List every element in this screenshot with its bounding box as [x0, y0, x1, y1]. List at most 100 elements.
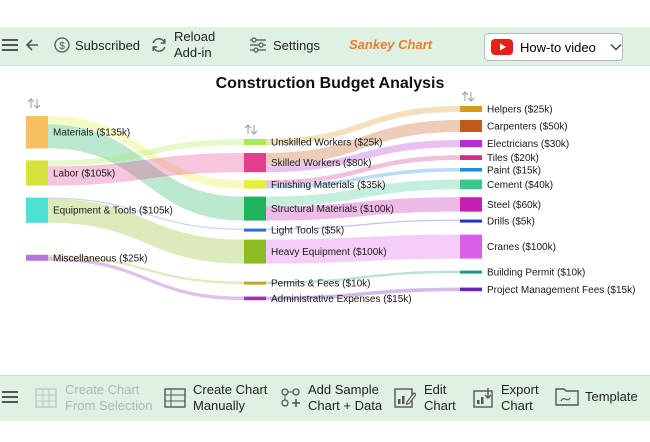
node-pmfees[interactable]: [460, 287, 482, 292]
template-label: Template: [585, 388, 638, 404]
settings-button[interactable]: Settings: [249, 37, 320, 53]
sliders-icon: [250, 37, 266, 53]
link-structural-steel[interactable]: [266, 197, 460, 221]
node-label-materials: Materials ($135k): [53, 128, 130, 139]
howto-label: How-to video: [520, 39, 596, 55]
link-finishing-tiles[interactable]: [266, 155, 460, 185]
export-chart-button[interactable]: Export Chart: [473, 382, 539, 414]
node-label-heavy: Heavy Equipment ($100k): [271, 247, 387, 258]
network-plus-icon: [281, 388, 300, 407]
node-finishing[interactable]: [244, 180, 266, 189]
node-carpenters[interactable]: [460, 120, 482, 132]
link-structural-cement[interactable]: [266, 179, 460, 207]
node-label-skilled: Skilled Workers ($80k): [271, 158, 371, 169]
node-label-carpenters: Carpenters ($50k): [487, 122, 568, 133]
node-label-lighttools: Light Tools ($5k): [271, 226, 344, 237]
settings-label: Settings: [273, 37, 320, 53]
create-chart-from-selection-button[interactable]: Create Chart From Selection: [35, 382, 152, 414]
subscribed-button[interactable]: $ Subscribed: [54, 37, 140, 53]
chart-title: Construction Budget Analysis: [216, 75, 445, 92]
link-permits-buildingpermit[interactable]: [266, 270, 460, 284]
link-equipment-heavy[interactable]: [48, 198, 244, 264]
link-materials-structural[interactable]: [48, 124, 244, 221]
node-label-drills: Drills ($5k): [487, 217, 535, 228]
node-helpers[interactable]: [460, 106, 482, 112]
bottom-toolbar: [0, 375, 650, 421]
link-labor-unskilled[interactable]: [48, 139, 244, 167]
back-arrow-icon[interactable]: [24, 37, 40, 53]
dollar-coin-icon: $: [54, 37, 70, 53]
node-admin[interactable]: [244, 296, 266, 301]
link-misc-permits[interactable]: [48, 254, 244, 284]
edit-line2: Chart: [424, 398, 456, 413]
node-misc[interactable]: [26, 254, 48, 261]
svg-text:$: $: [59, 41, 65, 52]
node-cement[interactable]: [460, 179, 482, 190]
node-label-cranes: Cranes ($100k): [487, 242, 556, 253]
node-electricians[interactable]: [460, 140, 482, 148]
create-chart-manually-button[interactable]: Create Chart Manually: [164, 382, 267, 414]
node-label-labor: Labor ($105k): [53, 169, 115, 180]
node-label-tiles: Tiles ($20k): [487, 153, 539, 164]
node-paint[interactable]: [460, 168, 482, 172]
add-sample-line1: Add Sample: [308, 382, 379, 397]
reload-icon: [152, 38, 166, 52]
link-heavy-cranes[interactable]: [266, 234, 460, 264]
sort-arrows-icon[interactable]: [461, 91, 475, 102]
link-labor-skilled[interactable]: [48, 153, 244, 186]
node-cranes[interactable]: [460, 234, 482, 259]
edit-line1: Edit: [424, 382, 447, 397]
link-unskilled-helpers[interactable]: [266, 106, 460, 145]
addin-name: Sankey Chart: [349, 37, 433, 52]
folder-template-icon: [555, 388, 579, 406]
link-lighttools-drills[interactable]: [266, 219, 460, 230]
link-materials-finishing[interactable]: [48, 116, 244, 189]
link-equipment-lighttools[interactable]: [48, 197, 244, 230]
node-label-cement: Cement ($40k): [487, 180, 553, 191]
export-line2: Chart: [501, 398, 533, 413]
hamburger-menu-icon[interactable]: [2, 390, 18, 404]
node-tiles[interactable]: [460, 155, 482, 160]
edit-chart-button[interactable]: Edit Chart: [394, 382, 456, 414]
sort-arrows-icon[interactable]: [244, 124, 258, 135]
node-label-structural: Structural Materials ($100k): [271, 204, 394, 215]
link-finishing-paint[interactable]: [266, 168, 460, 189]
sankey-chart: Construction Budget Analysis Materials (…: [26, 75, 635, 305]
node-buildingpermit[interactable]: [460, 270, 482, 274]
add-sample-chart-button[interactable]: Add Sample Chart + Data: [280, 382, 382, 414]
node-label-pmfees: Project Management Fees ($15k): [487, 285, 635, 296]
hamburger-menu-icon[interactable]: [2, 38, 18, 52]
node-label-finishing: Finishing Materials ($35k): [271, 180, 386, 191]
chevron-down-icon: [610, 43, 622, 51]
link-misc-admin[interactable]: [48, 257, 244, 301]
edit-chart-icon: [394, 388, 416, 408]
node-label-steel: Steel ($60k): [487, 200, 541, 211]
sort-arrows-icon[interactable]: [27, 98, 41, 109]
subscribed-label: Subscribed: [75, 37, 141, 53]
node-labor[interactable]: [26, 160, 48, 186]
node-structural[interactable]: [244, 196, 266, 221]
add-sample-line2: Chart + Data: [308, 398, 383, 413]
link-skilled-electricians[interactable]: [266, 140, 460, 173]
node-equipment[interactable]: [26, 197, 48, 223]
export-icon: [473, 388, 493, 408]
howto-video-dropdown[interactable]: How-to video: [484, 33, 623, 61]
from-selection-line1: Create Chart: [65, 382, 140, 397]
link-admin-pmfees[interactable]: [266, 287, 460, 301]
link-skilled-carpenters[interactable]: [266, 120, 460, 165]
node-heavy[interactable]: [244, 239, 266, 264]
template-button[interactable]: Template: [555, 386, 638, 406]
node-lighttools[interactable]: [244, 228, 266, 232]
export-line1: Export: [501, 382, 539, 397]
table-select-icon: [35, 388, 57, 408]
node-materials[interactable]: [26, 116, 48, 149]
node-label-helpers: Helpers ($25k): [487, 105, 553, 116]
list-grid-icon: [164, 388, 186, 408]
node-steel[interactable]: [460, 197, 482, 212]
node-permits[interactable]: [244, 281, 266, 285]
node-skilled[interactable]: [244, 153, 266, 173]
reload-addin-button[interactable]: Reload Add-in: [150, 29, 215, 61]
node-drills[interactable]: [460, 219, 482, 223]
manually-line1: Create Chart: [193, 382, 268, 397]
node-unskilled[interactable]: [244, 139, 266, 145]
